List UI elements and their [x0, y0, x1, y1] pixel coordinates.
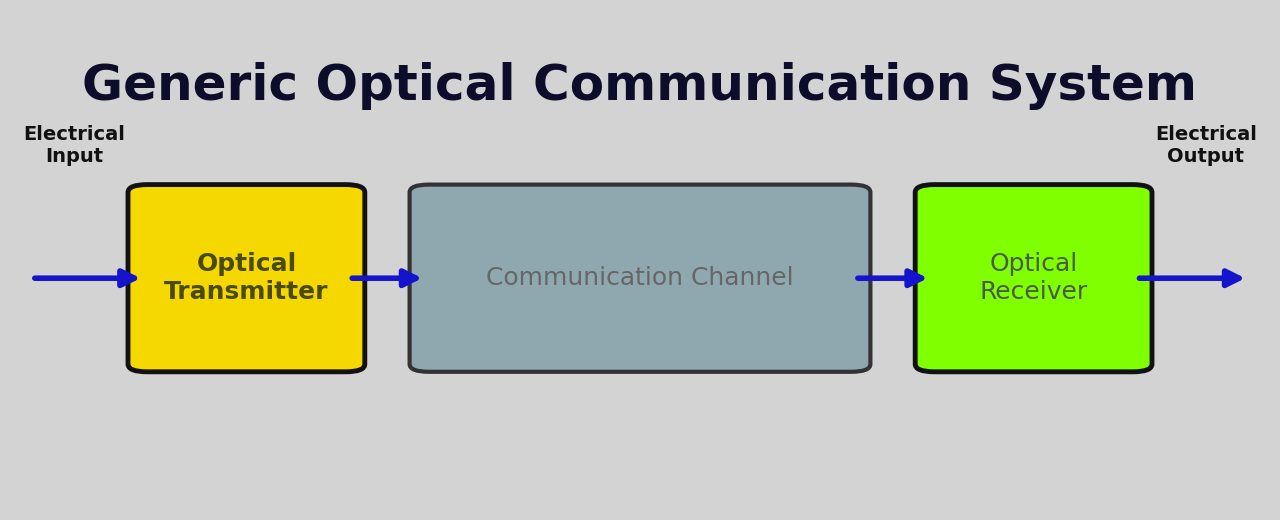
FancyBboxPatch shape	[915, 185, 1152, 372]
Text: Optical
Transmitter: Optical Transmitter	[164, 252, 329, 304]
FancyBboxPatch shape	[410, 185, 870, 372]
Text: Electrical
Input: Electrical Input	[23, 125, 125, 166]
Text: Generic Optical Communication System: Generic Optical Communication System	[82, 62, 1198, 110]
FancyBboxPatch shape	[128, 185, 365, 372]
Text: Electrical
Output: Electrical Output	[1155, 125, 1257, 166]
Text: Communication Channel: Communication Channel	[486, 266, 794, 290]
Text: Optical
Receiver: Optical Receiver	[979, 252, 1088, 304]
